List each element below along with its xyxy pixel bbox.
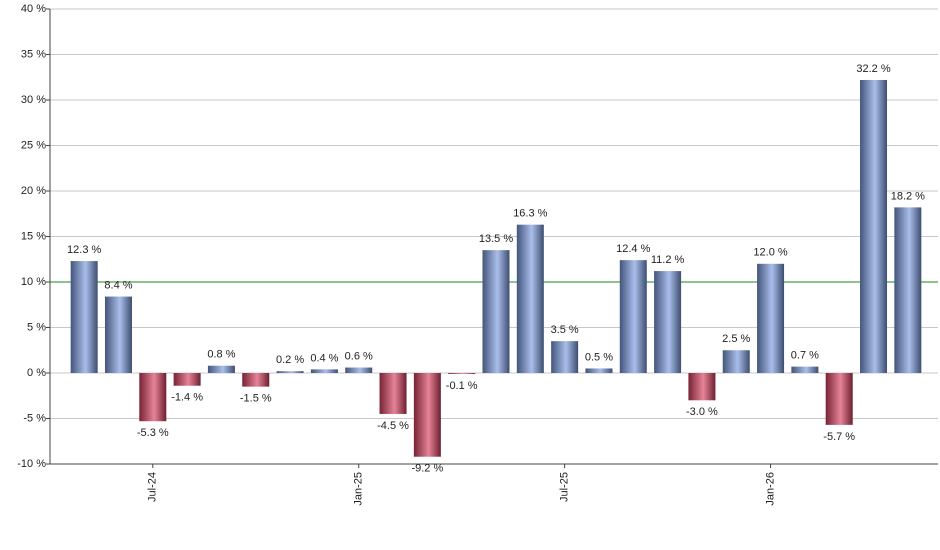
- y-tick-label: 35 %: [21, 48, 46, 60]
- bar: [379, 373, 407, 414]
- value-label: 0.4 %: [310, 352, 338, 364]
- bar: [860, 79, 888, 373]
- bar: [242, 373, 270, 387]
- value-label: 13.5 %: [479, 233, 513, 245]
- value-label: 32.2 %: [856, 63, 890, 75]
- value-label: 12.0 %: [753, 247, 787, 259]
- bar: [139, 373, 167, 422]
- value-label: -5.7 %: [823, 431, 855, 443]
- y-tick-label: 40 %: [21, 3, 46, 15]
- value-label: 18.2 %: [891, 190, 925, 202]
- value-label: 12.3 %: [67, 244, 101, 256]
- y-tick-label: 15 %: [21, 230, 46, 242]
- y-tick-label: -10 %: [17, 458, 46, 470]
- x-tick-label: Jul-24: [147, 472, 159, 502]
- bar: [757, 263, 785, 373]
- y-tick-label: 20 %: [21, 185, 46, 197]
- bar: [413, 373, 441, 457]
- x-tick-label: Jan-25: [353, 472, 365, 506]
- bar: [345, 367, 373, 373]
- bar: [276, 371, 304, 373]
- bar: [791, 366, 819, 373]
- bar: [173, 373, 201, 386]
- bar: [310, 369, 338, 373]
- value-label: 3.5 %: [551, 324, 579, 336]
- bar: [722, 350, 750, 373]
- y-tick-label: 5 %: [27, 321, 46, 333]
- value-label: 0.5 %: [585, 351, 613, 363]
- value-label: 16.3 %: [513, 208, 547, 220]
- value-label: 11.2 %: [651, 254, 685, 266]
- bar: [516, 224, 544, 373]
- y-tick-label: 0 %: [27, 367, 46, 379]
- value-label: 0.6 %: [345, 350, 373, 362]
- bar: [688, 373, 716, 401]
- bar: [894, 207, 922, 373]
- value-label: 12.4 %: [616, 243, 650, 255]
- value-label: 8.4 %: [104, 279, 132, 291]
- bar: [585, 368, 613, 373]
- y-tick-label: 25 %: [21, 139, 46, 151]
- value-label: 0.8 %: [207, 349, 235, 361]
- value-label: -5.3 %: [137, 427, 169, 439]
- value-label: -0.1 %: [446, 380, 478, 392]
- bar: [551, 341, 579, 373]
- value-label: -1.5 %: [240, 393, 272, 405]
- y-tick-label: 10 %: [21, 276, 46, 288]
- value-label: -3.0 %: [686, 406, 718, 418]
- bar: [448, 373, 476, 374]
- value-label: 0.2 %: [276, 354, 304, 366]
- value-label: -4.5 %: [377, 420, 409, 432]
- x-tick-label: Jan-26: [764, 472, 776, 506]
- value-label: -1.4 %: [171, 392, 203, 404]
- bar: [619, 260, 647, 373]
- value-label: 2.5 %: [722, 333, 750, 345]
- bar: [482, 250, 510, 373]
- value-label: -9.2 %: [411, 463, 443, 475]
- bar: [654, 271, 682, 373]
- y-tick-label: -5 %: [23, 412, 46, 424]
- y-tick-label: 30 %: [21, 94, 46, 106]
- bar: [70, 261, 98, 373]
- bar: [104, 296, 132, 373]
- bar: [207, 365, 235, 373]
- value-label: 0.7 %: [791, 350, 819, 362]
- bar: [825, 373, 853, 425]
- x-tick-label: Jul-25: [559, 472, 571, 502]
